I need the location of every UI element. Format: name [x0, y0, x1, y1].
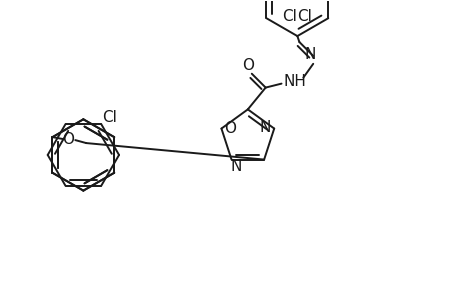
Text: Cl: Cl	[101, 110, 117, 125]
Text: N: N	[259, 120, 270, 135]
Text: O: O	[224, 121, 236, 136]
Text: O: O	[62, 132, 74, 147]
Text: N: N	[230, 159, 241, 174]
Text: Cl: Cl	[282, 9, 297, 24]
Text: N: N	[304, 47, 315, 62]
Text: O: O	[241, 58, 253, 73]
Text: NH: NH	[283, 74, 306, 89]
Text: Cl: Cl	[297, 9, 312, 24]
